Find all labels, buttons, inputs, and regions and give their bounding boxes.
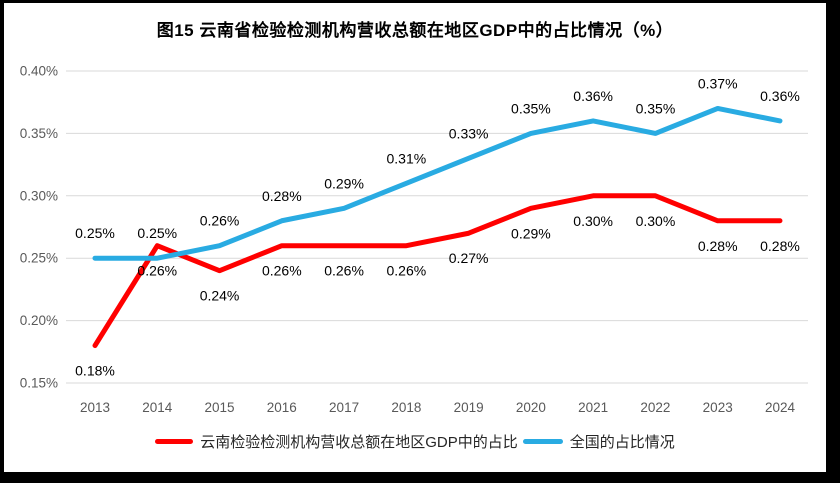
y-axis-tick-label: 0.20% [20,313,58,328]
data-label: 0.26% [137,263,177,279]
x-axis-category-label: 2024 [765,400,796,415]
data-label: 0.36% [573,88,613,104]
x-axis-category-label: 2021 [578,400,608,415]
y-axis-tick-label: 0.15% [20,376,58,391]
legend-label-yunnan: 云南检验检测机构营收总额在地区GDP中的占比 [200,434,518,451]
x-axis-category-label: 2016 [267,400,297,415]
legend-item-national: 全国的占比情况 [522,431,675,452]
data-label: 0.26% [262,263,302,279]
data-label: 0.28% [262,188,302,204]
x-axis-category-label: 2019 [454,400,484,415]
data-label: 0.26% [324,263,364,279]
data-label: 0.35% [636,100,676,116]
x-axis-category-label: 2017 [329,400,359,415]
legend-item-yunnan: 云南检验检测机构营收总额在地区GDP中的占比 [155,431,518,452]
chart-title: 图15 云南省检验检测机构营收总额在地区GDP中的占比情况（%） [156,21,674,40]
data-label: 0.31% [386,150,426,166]
x-axis-category-label: 2020 [516,400,546,415]
x-axis-category-label: 2018 [391,400,421,415]
data-label: 0.33% [449,125,489,141]
x-axis-category-label: 2014 [142,400,173,415]
x-axis-category-label: 2022 [640,400,670,415]
y-axis-tick-label: 0.40% [20,64,58,79]
data-label: 0.29% [511,225,551,241]
legend-label-national: 全国的占比情况 [569,434,675,451]
data-label: 0.27% [449,250,489,266]
y-axis-tick-label: 0.35% [20,126,58,141]
data-label: 0.29% [324,175,364,191]
x-axis-category-label: 2013 [80,400,110,415]
data-label: 0.26% [386,263,426,279]
data-label: 0.25% [75,225,115,241]
yunnan-series-swatch-icon [155,439,194,444]
data-label: 0.28% [760,238,800,254]
x-axis-category-label: 2015 [205,400,235,415]
data-label: 0.37% [698,75,738,91]
x-axis-category-label: 2023 [703,400,733,415]
data-label: 0.18% [75,363,115,379]
series-line-0 [92,193,783,349]
data-label: 0.30% [573,213,613,229]
data-label: 0.24% [200,288,240,304]
line-chart-svg: 0.40% 0.35% 0.30% 0.25% 0.20% 0.15% 2013 2014 20… [20,64,808,415]
data-label: 0.30% [636,213,676,229]
y-axis-tick-label: 0.30% [20,188,58,203]
data-label: 0.36% [760,88,800,104]
data-label: 0.35% [511,100,551,116]
series-line-1 [92,105,783,261]
y-axis-tick-label: 0.25% [20,251,58,266]
legend: 云南检验检测机构营收总额在地区GDP中的占比 全国的占比情况 [4,431,826,452]
data-label: 0.25% [137,225,177,241]
national-series-swatch-icon [522,439,563,444]
data-label: 0.26% [200,213,240,229]
data-label: 0.28% [698,238,738,254]
